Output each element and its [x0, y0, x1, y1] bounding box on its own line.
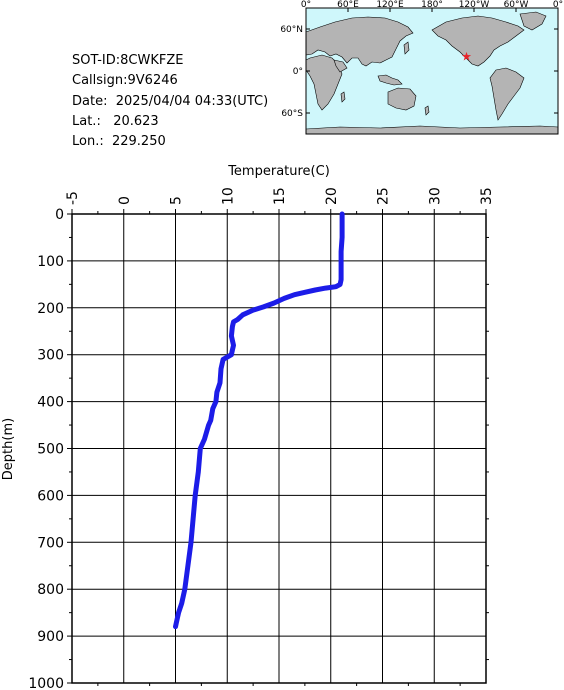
latitude: Lat.: 20.623: [72, 114, 159, 129]
land-south-america: [489, 67, 525, 121]
y-tick-label: 600: [37, 488, 64, 504]
x-axis-ticks: -5 0 5 10 15 20 25 30 35: [65, 187, 495, 686]
land-eurasia: [305, 16, 414, 67]
land-new-zealand: [424, 105, 430, 116]
y-tick-label: 300: [37, 348, 64, 364]
y-tick-label: 900: [37, 629, 64, 645]
map-lon-label: 0°: [553, 0, 563, 10]
x-tick-label: 5: [169, 196, 185, 205]
y-tick-label: 100: [37, 254, 64, 270]
land-japan: [403, 41, 410, 55]
map-lon-label: 120°E: [376, 0, 404, 10]
y-tick-label: 400: [37, 395, 64, 411]
longitude: Lon.: 229.250: [72, 134, 166, 149]
x-tick-label: 35: [479, 187, 495, 205]
x-tick-label: 20: [324, 187, 340, 205]
x-tick-label: 10: [220, 187, 236, 205]
sot-id: SOT-ID:8CWKFZE: [72, 53, 184, 68]
profile-chart: -5 0 5 10 15 20 25 30 35 01002003004005006007008…: [1, 164, 495, 690]
map-lon-label: 180°: [421, 0, 443, 10]
land-north-america: [431, 15, 525, 67]
land-australia: [387, 87, 417, 111]
chart-grid: [71, 213, 487, 684]
y-tick-label: 800: [37, 582, 64, 598]
map-lat-label: 0°: [293, 67, 303, 77]
map-lon-label: 60°E: [337, 0, 359, 10]
x-tick-label: 30: [427, 187, 443, 205]
y-tick-label: 0: [55, 207, 64, 223]
land-madagascar: [340, 91, 346, 103]
map-lon-label: 120°W: [459, 0, 490, 10]
x-tick-label: 0: [117, 196, 133, 205]
land-greenland: [519, 11, 547, 31]
ship-location-marker: ★: [461, 50, 472, 64]
map-lon-label: 0°: [301, 0, 311, 10]
map-ticks: 0° 60°E 120°E 180° 120°W 60°W 0° 60°N 0° 60°S: [280, 0, 563, 119]
map-lon-label: 60°W: [504, 0, 529, 10]
y-tick-label: 500: [37, 442, 64, 458]
x-tick-label: -5: [65, 191, 81, 205]
land-indonesia: [377, 74, 403, 86]
world-map: 0° 60°E 120°E 180° 120°W 60°W 0° 60°N 0° 60°S ★: [280, 0, 563, 135]
observation-date: Date: 2025/04/04 04:33(UTC): [72, 94, 269, 109]
y-axis-label: Depth(m): [1, 418, 16, 480]
x-tick-label: 25: [376, 187, 392, 205]
land-arabia: [333, 59, 348, 73]
temperature-profile-line: [173, 211, 345, 630]
x-axis-label: Temperature(C): [227, 164, 330, 179]
y-tick-label: 700: [37, 535, 64, 551]
y-tick-label: 200: [37, 301, 64, 317]
callsign: Callsign:9V6246: [72, 73, 178, 88]
y-tick-label: 1000: [28, 676, 64, 690]
map-lat-label: 60°N: [280, 25, 303, 35]
land-antarctica: [305, 125, 559, 135]
map-lat-label: 60°S: [281, 109, 303, 119]
y-axis-ticks: 0 100 200 300 400 500 600 700 800 900 1000: [28, 207, 489, 690]
x-tick-label: 15: [272, 187, 288, 205]
